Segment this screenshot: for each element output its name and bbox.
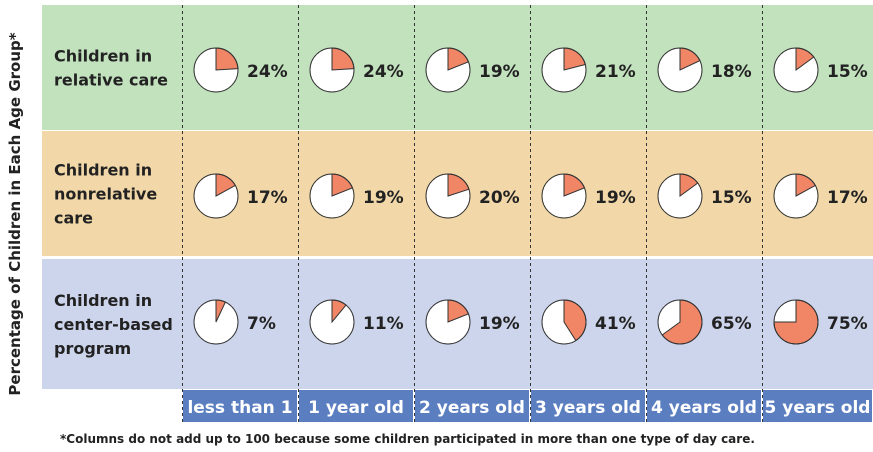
- column-header-1: less than 1: [187, 398, 292, 418]
- row-title-3-line-1: Children in: [54, 291, 152, 310]
- pie-label-r1-c3: 19%: [479, 62, 520, 82]
- pie-outline-r2-c2: [309, 173, 355, 219]
- pie-outline-r2-c5: [657, 173, 703, 219]
- column-header-4: 3 years old: [535, 398, 641, 418]
- row-title-2-line-1: Children in: [54, 161, 152, 180]
- column-header-bg-2: [299, 390, 413, 422]
- pie-outline-r3-c1: [193, 299, 239, 345]
- footnote: *Columns do not add up to 100 because so…: [60, 432, 755, 446]
- row-title-2-line-2: nonrelative: [54, 185, 157, 204]
- pie-label-r2-c4: 19%: [595, 188, 636, 208]
- pie-label-r2-c6: 17%: [827, 188, 868, 208]
- row-title-3-line-3: program: [54, 339, 131, 358]
- pie-outline-r2-c4: [541, 173, 587, 219]
- pie-label-r3-c2: 11%: [363, 314, 404, 334]
- pie-outline-r3-c3: [425, 299, 471, 345]
- pie-label-r3-c6: 75%: [827, 314, 868, 334]
- pie-outline-r2-c1: [193, 173, 239, 219]
- pie-outline-r1-c1: [193, 47, 239, 93]
- pie-label-r1-c5: 18%: [711, 62, 752, 82]
- pie-outline-r3-c6: [773, 299, 819, 345]
- row-title-3-line-2: center-based: [54, 315, 173, 334]
- pie-outline-r3-c4: [541, 299, 587, 345]
- column-header-bg-6: [763, 390, 872, 422]
- row-title-1-line-1: Children in: [54, 47, 152, 66]
- column-header-bg-1: [183, 390, 297, 422]
- column-header-bg-5: [647, 390, 761, 422]
- pie-outline-r3-c2: [309, 299, 355, 345]
- row-title-1-line-2: relative care: [54, 71, 168, 90]
- pie-outline-r1-c2: [309, 47, 355, 93]
- pie-label-r1-c1: 24%: [247, 62, 288, 82]
- pie-label-r3-c5: 65%: [711, 314, 752, 334]
- pie-label-r2-c1: 17%: [247, 188, 288, 208]
- pie-outline-r2-c3: [425, 173, 471, 219]
- pie-label-r1-c4: 21%: [595, 62, 636, 82]
- column-header-bg-4: [531, 390, 645, 422]
- column-header-3: 2 years old: [419, 398, 525, 418]
- row-title-2-line-3: care: [54, 209, 93, 228]
- pie-outline-r1-c5: [657, 47, 703, 93]
- pie-label-r2-c2: 19%: [363, 188, 404, 208]
- pie-outline-r2-c6: [773, 173, 819, 219]
- pie-label-r1-c2: 24%: [363, 62, 404, 82]
- column-header-6: 5 years old: [765, 398, 871, 418]
- pie-label-r2-c3: 20%: [479, 188, 520, 208]
- pie-outline-r3-c5: [657, 299, 703, 345]
- pie-label-r3-c3: 19%: [479, 314, 520, 334]
- pie-label-r3-c1: 7%: [247, 314, 276, 334]
- pie-outline-r1-c6: [773, 47, 819, 93]
- pie-label-r1-c6: 15%: [827, 62, 868, 82]
- y-axis-label: Percentage of Children in Each Age Group…: [6, 32, 24, 395]
- pie-outline-r1-c4: [541, 47, 587, 93]
- pie-label-r3-c4: 41%: [595, 314, 636, 334]
- column-header-bg-3: [415, 390, 529, 422]
- pie-outline-r1-c3: [425, 47, 471, 93]
- pie-label-r2-c5: 15%: [711, 188, 752, 208]
- column-header-2: 1 year old: [308, 398, 404, 418]
- column-header-5: 4 years old: [651, 398, 757, 418]
